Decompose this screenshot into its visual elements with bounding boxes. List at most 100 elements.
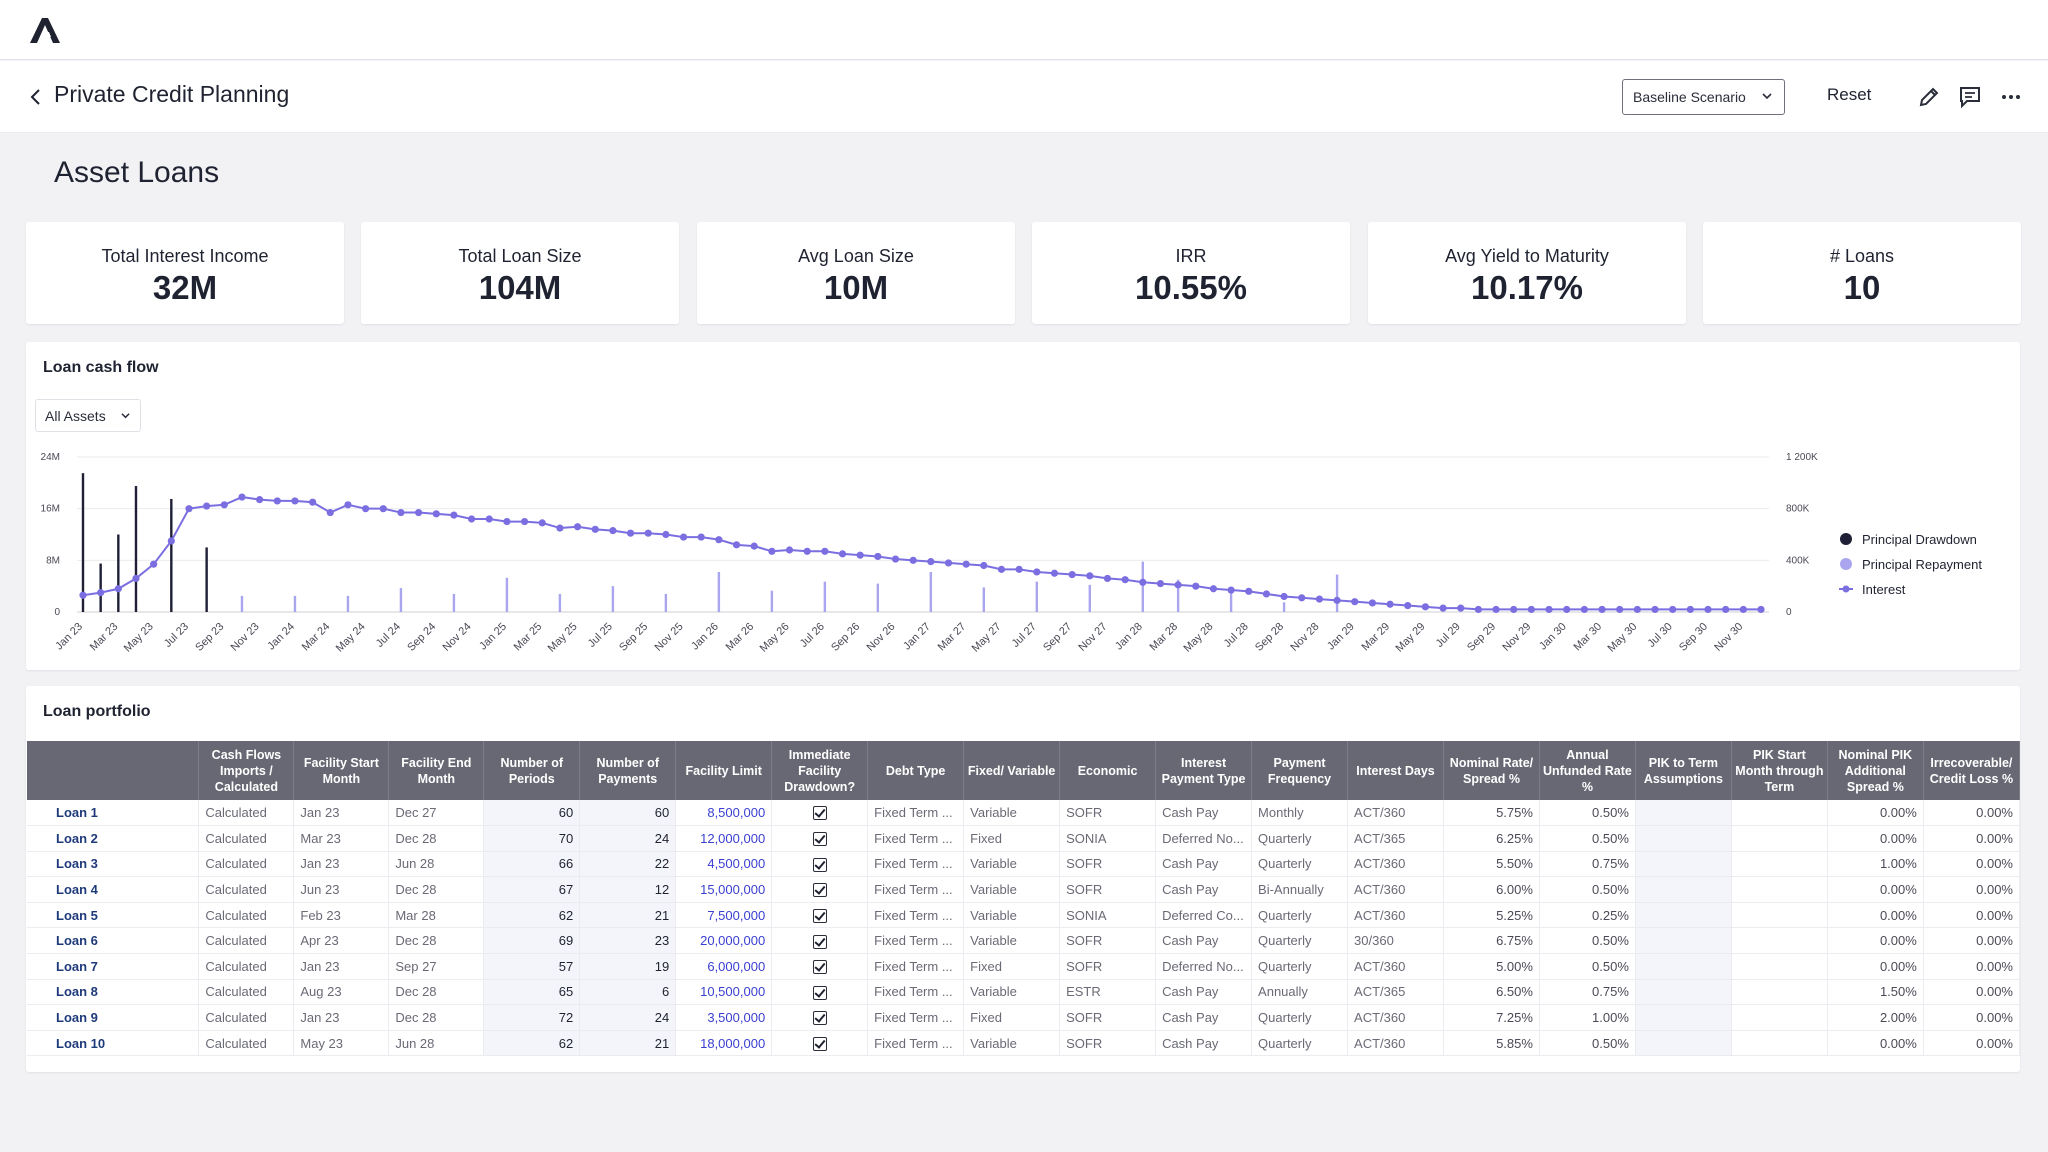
table-row[interactable]: Loan 5 Calculated Feb 23 Mar 28 62 21 7,500,00… (27, 902, 2021, 929)
checkbox-checked-icon[interactable] (812, 857, 827, 872)
breadcrumb[interactable]: Private Credit Planning (54, 81, 290, 107)
cell-limit[interactable]: 4,500,000 (675, 851, 773, 878)
cell-limit[interactable]: 7,500,000 (675, 902, 773, 929)
cell-drawdown[interactable] (771, 979, 869, 1006)
table-row[interactable]: Loan 1 Calculated Jan 23 Dec 27 60 60 8,500,00… (27, 800, 2021, 827)
scenario-select[interactable]: Baseline Scenario (1622, 79, 1785, 115)
cell-name[interactable]: Loan 6 (27, 927, 200, 955)
col-header[interactable]: Fixed/ Variable (963, 741, 1061, 800)
cell-drawdown[interactable] (771, 800, 869, 827)
col-header[interactable]: Number of Periods (483, 741, 581, 800)
table-row[interactable]: Loan 6 Calculated Apr 23 Dec 28 69 23 20,000,0… (27, 927, 2021, 955)
interest-point (1580, 605, 1588, 614)
checkbox-checked-icon[interactable] (812, 1011, 827, 1026)
checkbox-checked-icon[interactable] (812, 1036, 827, 1051)
cell-name[interactable]: Loan 1 (27, 800, 200, 827)
y-right-tick-label: 1 200K (1786, 452, 1818, 463)
cell-limit[interactable]: 8,500,000 (675, 800, 773, 827)
cell-start: Jan 23 (293, 953, 390, 980)
cell-limit[interactable]: 20,000,000 (675, 927, 773, 955)
checkbox-checked-icon[interactable] (812, 832, 827, 847)
cell-drawdown[interactable] (771, 1030, 869, 1057)
table-row[interactable]: Loan 10 Calculated May 23 Jun 28 62 21 18,000,… (27, 1030, 2021, 1057)
y-left-tick-label: 8M (46, 555, 60, 566)
interest-point (450, 511, 458, 519)
checkbox-checked-icon[interactable] (812, 985, 827, 1000)
cell-name[interactable]: Loan 4 (27, 876, 200, 903)
cell-freq: Quarterly (1251, 825, 1349, 852)
cell-drawdown[interactable] (771, 851, 869, 878)
cell-drawdown[interactable] (771, 825, 869, 852)
col-header[interactable]: Nominal PIK Additional Spread % (1827, 741, 1924, 800)
table-row[interactable]: Loan 4 Calculated Jun 23 Dec 28 67 12 15,000,0… (27, 876, 2021, 903)
cell-limit[interactable]: 10,500,000 (675, 979, 773, 1006)
col-header[interactable]: Debt Type (867, 741, 965, 800)
col-header[interactable]: Cash Flows Imports / Calculated (198, 741, 295, 800)
cell-rate: 5.00% (1443, 953, 1540, 980)
cell-start: Jan 23 (293, 1004, 390, 1031)
col-header[interactable]: Interest Payment Type (1155, 741, 1253, 800)
cell-name[interactable]: Loan 5 (27, 902, 200, 929)
cell-limit[interactable]: 3,500,000 (675, 1004, 773, 1031)
x-tick-label: May 23 (122, 621, 156, 655)
comment-icon[interactable] (1958, 85, 1982, 109)
interest-point (485, 515, 493, 523)
cell-name[interactable]: Loan 8 (27, 979, 200, 1006)
col-header[interactable]: Payment Frequency (1251, 741, 1349, 800)
table-row[interactable]: Loan 9 Calculated Jan 23 Dec 28 72 24 3,500,00… (27, 1004, 2021, 1031)
cell-limit[interactable]: 6,000,000 (675, 953, 773, 980)
cell-name[interactable]: Loan 9 (27, 1004, 200, 1031)
cell-drawdown[interactable] (771, 953, 869, 980)
col-header[interactable]: Interest Days (1347, 741, 1444, 800)
cell-name[interactable]: Loan 2 (27, 825, 200, 852)
col-header[interactable]: Irrecoverable/ Credit Loss % (1923, 741, 2021, 800)
more-options-icon[interactable] (1999, 85, 2023, 109)
col-header[interactable]: Facility Start Month (293, 741, 390, 800)
cell-drawdown[interactable] (771, 1004, 869, 1031)
col-header[interactable]: PIK to Term Assumptions (1635, 741, 1732, 800)
cell-rate: 5.85% (1443, 1030, 1540, 1057)
table-row[interactable]: Loan 3 Calculated Jan 23 Jun 28 66 22 4,500,00… (27, 851, 2021, 878)
table-row[interactable]: Loan 7 Calculated Jan 23 Sep 27 57 19 6,000,00… (27, 953, 2021, 980)
cell-periods: 62 (483, 1030, 581, 1057)
cell-payments: 22 (579, 851, 677, 878)
asset-filter-dropdown[interactable]: All Assets (35, 399, 141, 432)
checkbox-checked-icon[interactable] (812, 934, 827, 949)
interest-point (715, 536, 723, 544)
col-header[interactable]: Immediate Facility Drawdown? (771, 741, 869, 800)
cell-drawdown[interactable] (771, 927, 869, 955)
table-row[interactable]: Loan 2 Calculated Mar 23 Dec 28 70 24 12,000,0… (27, 825, 2021, 852)
cell-limit[interactable]: 15,000,000 (675, 876, 773, 903)
checkbox-checked-icon[interactable] (812, 806, 827, 821)
reset-button[interactable]: Reset (1827, 85, 1872, 104)
cell-name[interactable]: Loan 7 (27, 953, 200, 980)
y-right-tick-label: 800K (1786, 504, 1810, 515)
checkbox-checked-icon[interactable] (812, 960, 827, 975)
cell-limit[interactable]: 12,000,000 (675, 825, 773, 852)
cell-freq: Quarterly (1251, 927, 1349, 955)
chevron-left-icon[interactable] (28, 85, 44, 109)
col-header[interactable]: Facility End Month (388, 741, 485, 800)
table-row[interactable]: Loan 8 Calculated Aug 23 Dec 28 65 6 10,500,00… (27, 979, 2021, 1006)
col-header[interactable]: PIK Start Month through Term (1731, 741, 1828, 800)
cell-debt: Fixed Term ... (867, 953, 965, 980)
col-header[interactable]: Number of Payments (579, 741, 677, 800)
col-header[interactable]: Facility Limit (675, 741, 773, 800)
col-header[interactable]: Economic (1059, 741, 1157, 800)
cell-limit[interactable]: 18,000,000 (675, 1030, 773, 1057)
cell-name[interactable]: Loan 3 (27, 851, 200, 878)
cell-pik-term (1635, 800, 1732, 827)
interest-point (167, 537, 175, 545)
checkbox-checked-icon[interactable] (812, 883, 827, 898)
col-header[interactable] (27, 741, 200, 800)
cell-name[interactable]: Loan 10 (27, 1030, 200, 1057)
edit-pencil-icon[interactable] (1917, 85, 1941, 109)
cell-drawdown[interactable] (771, 876, 869, 903)
cell-drawdown[interactable] (771, 902, 869, 929)
col-header[interactable]: Annual Unfunded Rate % (1539, 741, 1636, 800)
app-logo-icon[interactable] (28, 16, 62, 44)
col-header[interactable]: Nominal Rate/ Spread % (1443, 741, 1540, 800)
cell-fv: Fixed (963, 1004, 1061, 1031)
checkbox-checked-icon[interactable] (812, 908, 827, 923)
x-tick-label: Sep 30 (1677, 621, 1710, 654)
